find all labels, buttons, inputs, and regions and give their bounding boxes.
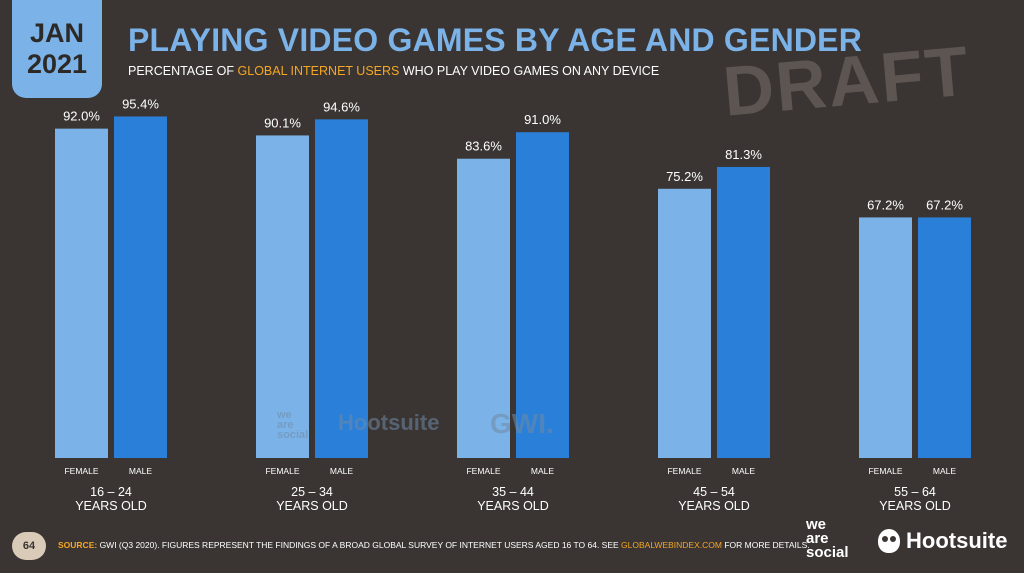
data-label-male-3: 91.0% bbox=[524, 112, 561, 127]
series-label-female-5: FEMALE bbox=[868, 466, 902, 476]
bar-male-3 bbox=[516, 132, 569, 458]
watermark-we-are-social: we are social bbox=[277, 409, 309, 441]
data-label-male-4: 81.3% bbox=[725, 147, 762, 162]
category-sublabel-3: YEARS OLD bbox=[477, 499, 549, 513]
page-number: 64 bbox=[12, 532, 46, 560]
we-are-social-logo: we are social bbox=[806, 516, 849, 561]
source-link[interactable]: GLOBALWEBINDEX.COM bbox=[621, 540, 722, 550]
subtitle-highlight: GLOBAL INTERNET USERS bbox=[237, 64, 400, 78]
hootsuite-logo: Hootsuite bbox=[878, 528, 1007, 554]
data-label-female-1: 92.0% bbox=[63, 109, 100, 124]
bar-male-2 bbox=[315, 119, 368, 458]
bar-female-1 bbox=[55, 128, 108, 458]
category-label-1: 16 – 24 bbox=[90, 485, 132, 499]
category-sublabel-2: YEARS OLD bbox=[276, 499, 348, 513]
data-label-female-3: 83.6% bbox=[465, 139, 502, 154]
subtitle-post: WHO PLAY VIDEO GAMES ON ANY DEVICE bbox=[399, 64, 660, 78]
owl-icon bbox=[878, 529, 900, 553]
series-label-male-4: MALE bbox=[732, 466, 755, 476]
source-text: GWI (Q3 2020). FIGURES REPRESENT THE FIN… bbox=[97, 540, 622, 550]
category-label-4: 45 – 54 bbox=[693, 485, 735, 499]
bar-female-2 bbox=[256, 135, 309, 458]
series-label-male-2: MALE bbox=[330, 466, 353, 476]
series-label-male-3: MALE bbox=[531, 466, 554, 476]
date-year: 2021 bbox=[26, 49, 88, 79]
bar-female-4 bbox=[658, 188, 711, 458]
series-label-female-4: FEMALE bbox=[667, 466, 701, 476]
data-label-male-2: 94.6% bbox=[323, 99, 360, 114]
series-label-female-1: FEMALE bbox=[64, 466, 98, 476]
data-label-male-1: 95.4% bbox=[122, 96, 159, 111]
data-label-female-5: 67.2% bbox=[867, 197, 904, 212]
bar-male-5 bbox=[918, 217, 971, 458]
category-label-2: 25 – 34 bbox=[291, 485, 333, 499]
watermark-gwi: GWI. bbox=[490, 408, 554, 439]
source-note: SOURCE: GWI (Q3 2020). FIGURES REPRESENT… bbox=[58, 540, 810, 550]
series-label-female-3: FEMALE bbox=[466, 466, 500, 476]
category-sublabel-1: YEARS OLD bbox=[75, 499, 147, 513]
series-label-female-2: FEMALE bbox=[265, 466, 299, 476]
series-label-male-5: MALE bbox=[933, 466, 956, 476]
hootsuite-logo-text: Hootsuite bbox=[906, 528, 1008, 553]
source-tail: FOR MORE DETAILS. bbox=[721, 540, 810, 550]
bar-female-5 bbox=[859, 217, 912, 458]
page-subtitle: PERCENTAGE OF GLOBAL INTERNET USERS WHO … bbox=[128, 64, 659, 78]
category-sublabel-4: YEARS OLD bbox=[678, 499, 750, 513]
bar-male-1 bbox=[114, 116, 167, 458]
watermark-hootsuite: Hootsuite bbox=[338, 410, 440, 435]
bar-female-3 bbox=[457, 158, 510, 458]
category-label-3: 35 – 44 bbox=[492, 485, 534, 499]
page-title: PLAYING VIDEO GAMES BY AGE AND GENDER bbox=[128, 22, 863, 58]
series-label-male-1: MALE bbox=[129, 466, 152, 476]
data-label-male-5: 67.2% bbox=[926, 197, 963, 212]
category-label-5: 55 – 64 bbox=[894, 485, 936, 499]
date-month: JAN bbox=[29, 18, 84, 48]
category-sublabel-5: YEARS OLD bbox=[879, 499, 951, 513]
subtitle-pre: PERCENTAGE OF bbox=[128, 64, 238, 78]
data-label-female-4: 75.2% bbox=[666, 169, 703, 184]
bar-male-4 bbox=[717, 166, 770, 459]
data-label-female-2: 90.1% bbox=[264, 115, 301, 130]
date-badge: JAN 2021 bbox=[12, 0, 102, 98]
source-label: SOURCE: bbox=[58, 540, 98, 550]
